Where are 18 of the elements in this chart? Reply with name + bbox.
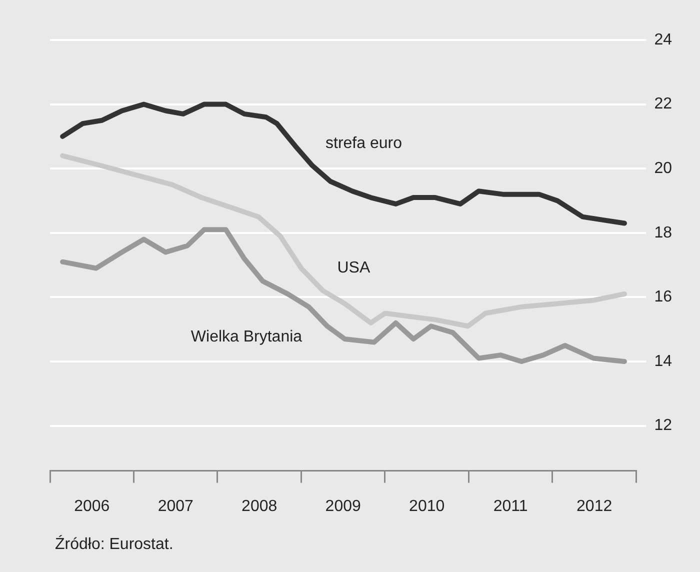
- x-tick-label: 2006: [74, 498, 110, 515]
- y-tick-label: 12: [654, 417, 672, 434]
- text: Źródło: Eurostat.: [55, 536, 174, 554]
- series-label: Wielka Brytania: [190, 328, 302, 346]
- x-tick-label: 2012: [576, 498, 612, 515]
- x-tick-label: 2011: [493, 498, 528, 515]
- series-label: USA: [337, 260, 370, 277]
- y-tick-label: 24: [654, 31, 672, 48]
- x-tick-label: 2008: [242, 498, 278, 515]
- y-tick-label: 22: [654, 96, 672, 113]
- y-tick-label: 20: [654, 160, 672, 178]
- y-tick-label: 18: [654, 224, 672, 242]
- x-tick-label: 2009: [325, 498, 361, 515]
- y-tick-label: 14: [654, 352, 672, 370]
- x-tick-label: 2007: [158, 498, 194, 515]
- series-label: strefa euro: [326, 134, 402, 152]
- x-tick-label: 2010: [409, 498, 445, 515]
- y-tick-label: 16: [654, 288, 672, 306]
